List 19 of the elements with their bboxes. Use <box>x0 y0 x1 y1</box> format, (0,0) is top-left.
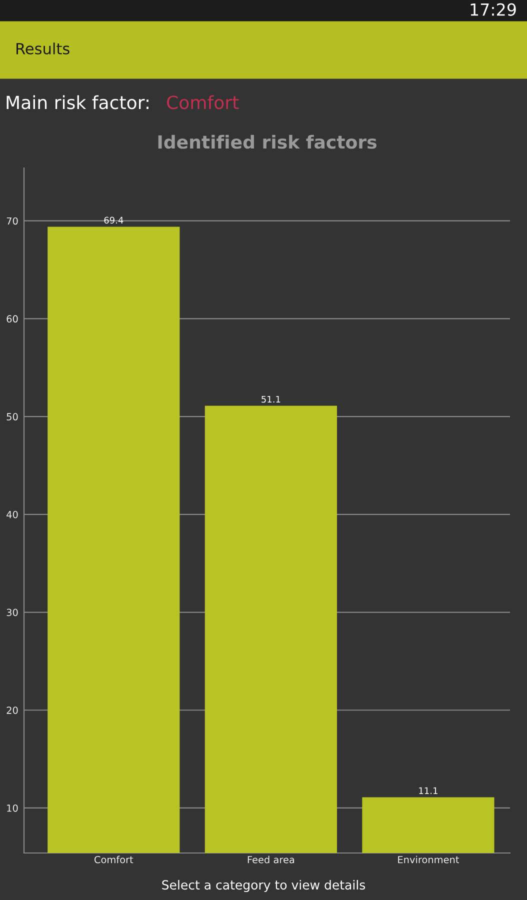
y-tick-label: 60 <box>6 315 18 323</box>
y-tick-label: 10 <box>7 804 18 812</box>
y-tick-label: 70 <box>6 217 18 225</box>
text: Comfort <box>167 95 239 110</box>
text: 17:29 <box>470 3 516 16</box>
x-tick-label: Environment <box>398 856 460 864</box>
text: Select a category to view details <box>162 880 366 892</box>
data-label: 11.1 <box>419 787 438 794</box>
y-tick-label: 40 <box>6 510 18 518</box>
data-label: 51.1 <box>262 396 280 403</box>
x-tick-label: Feed area <box>248 856 294 864</box>
text: Results <box>16 42 70 54</box>
x-tick-label: Comfort <box>94 856 134 864</box>
y-tick-label: 20 <box>6 706 18 714</box>
text: Main risk factor: <box>6 95 148 110</box>
y-tick-label: 30 <box>6 608 18 616</box>
y-tick-label: 50 <box>6 413 18 420</box>
chart-title: Identified risk factors <box>158 134 376 149</box>
data-label: 69.4 <box>104 216 124 224</box>
